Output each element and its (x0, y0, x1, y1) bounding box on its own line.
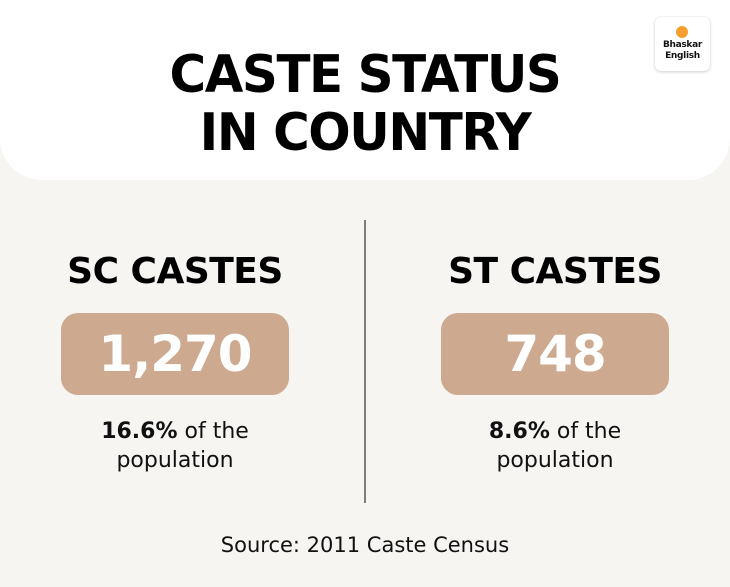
bhaskar-english-logo: Bhaskar English (655, 17, 710, 71)
logo-line-2: English (665, 51, 700, 61)
logo-text: Bhaskar English (655, 40, 710, 62)
value-pill: 1,270 (61, 313, 289, 395)
percent-suffix: of the (549, 419, 622, 444)
page-title: CASTE STATUS IN COUNTRY (15, 46, 716, 162)
vertical-divider (364, 220, 366, 503)
section-heading: SC CASTES (67, 251, 283, 292)
value-pill: 748 (441, 313, 669, 395)
population-share: 16.6% of the population (25, 417, 325, 475)
percent-value: 8.6% (488, 419, 550, 444)
population-label: population (496, 448, 614, 473)
percent-suffix: of the (177, 419, 249, 444)
orange-dot-icon (676, 26, 688, 38)
population-label: population (116, 448, 234, 473)
title-line-1: CASTE STATUS (169, 45, 562, 105)
header-card: CASTE STATUS IN COUNTRY Bhaskar English (0, 0, 730, 180)
title-line-2: IN COUNTRY (199, 103, 532, 163)
logo-line-1: Bhaskar (662, 40, 703, 50)
percent-value: 16.6% (101, 419, 178, 444)
population-share: 8.6% of the population (405, 417, 705, 475)
caste-count: 1,270 (98, 325, 252, 383)
section-heading: ST CASTES (448, 251, 662, 292)
source-note: Source: 2011 Caste Census (220, 533, 510, 557)
caste-count: 748 (504, 325, 606, 383)
